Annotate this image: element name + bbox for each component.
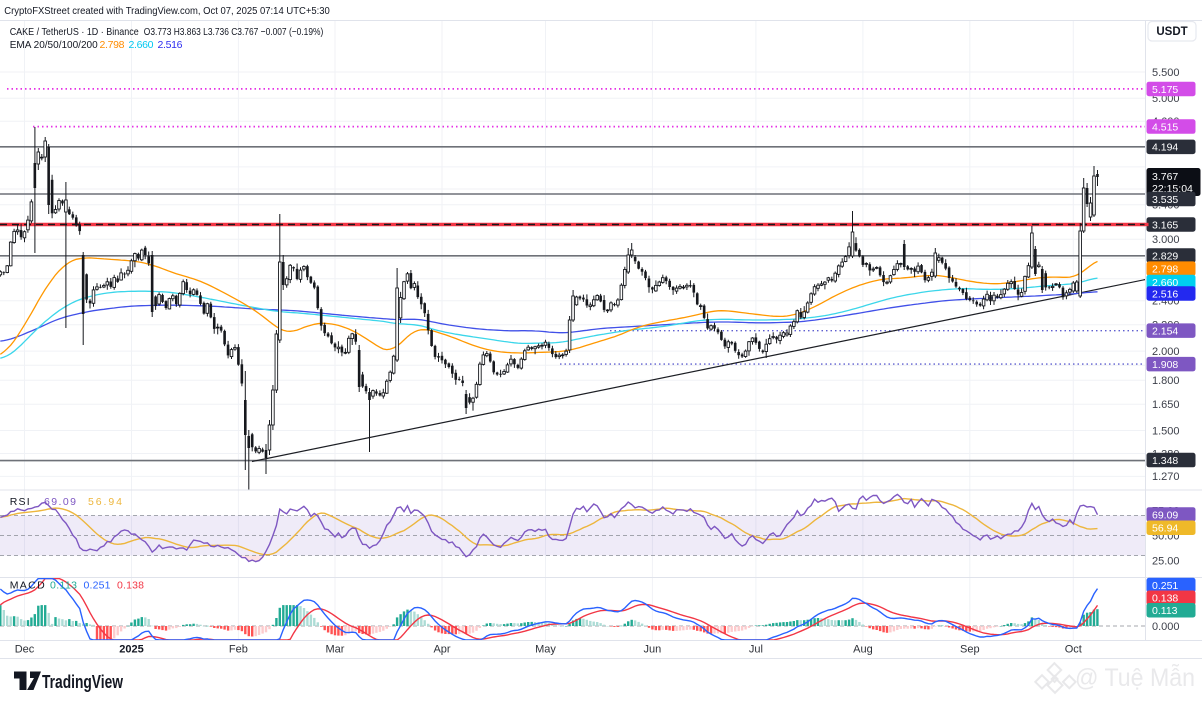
- svg-text:2.000: 2.000: [1152, 346, 1180, 358]
- svg-text:USDT: USDT: [1156, 26, 1187, 38]
- svg-text:56.94: 56.94: [88, 496, 122, 508]
- svg-text:25.00: 25.00: [1152, 555, 1180, 567]
- svg-text:O3.773 H3.863 L3.736 C3.767: O3.773 H3.863 L3.736 C3.767 −0.007 (−0.1…: [144, 26, 323, 38]
- svg-text:4.194: 4.194: [1152, 142, 1178, 154]
- svg-text:0.000: 0.000: [1152, 621, 1180, 633]
- svg-text:3.000: 3.000: [1152, 234, 1180, 246]
- svg-text:5.500: 5.500: [1152, 67, 1180, 79]
- svg-text:0.251: 0.251: [1152, 580, 1178, 592]
- svg-text:Sep: Sep: [960, 644, 980, 656]
- svg-text:0.113: 0.113: [50, 579, 77, 591]
- svg-text:Jul: Jul: [749, 644, 763, 656]
- svg-text:Mar: Mar: [326, 644, 345, 656]
- svg-text:3.165: 3.165: [1152, 219, 1178, 231]
- svg-text:2.660: 2.660: [129, 39, 154, 51]
- svg-text:0.113: 0.113: [1152, 605, 1178, 617]
- svg-text:2.154: 2.154: [1152, 326, 1178, 338]
- svg-text:1.800: 1.800: [1152, 375, 1180, 387]
- svg-text:4.515: 4.515: [1152, 122, 1178, 134]
- svg-text:Aug: Aug: [853, 644, 873, 656]
- svg-text:Dec: Dec: [15, 644, 35, 656]
- svg-text:Jun: Jun: [644, 644, 662, 656]
- svg-text:Oct: Oct: [1065, 644, 1082, 656]
- svg-text:CAKE / TetherUS · 1D · Binance: CAKE / TetherUS · 1D · Binance: [10, 26, 139, 38]
- svg-text:2.516: 2.516: [158, 39, 183, 51]
- svg-text:0.251: 0.251: [84, 579, 111, 591]
- svg-text:2.660: 2.660: [1152, 277, 1178, 289]
- svg-text:56.94: 56.94: [1152, 523, 1178, 535]
- svg-text:2025: 2025: [119, 644, 143, 656]
- svg-text:Apr: Apr: [433, 644, 450, 656]
- svg-text:2.829: 2.829: [1152, 250, 1178, 262]
- svg-text:3.535: 3.535: [1152, 194, 1178, 206]
- svg-text:69.09: 69.09: [44, 496, 76, 508]
- svg-text:3.767: 3.767: [1152, 171, 1178, 183]
- svg-text:0.138: 0.138: [117, 579, 144, 591]
- svg-text:CryptoFXStreet created with Tr: CryptoFXStreet created with TradingView.…: [4, 6, 330, 17]
- svg-text:2.798: 2.798: [1152, 264, 1178, 276]
- svg-text:2.516: 2.516: [1152, 288, 1178, 300]
- svg-text:MACD: MACD: [10, 579, 45, 591]
- svg-text:1.650: 1.650: [1152, 399, 1180, 411]
- svg-text:1.500: 1.500: [1152, 425, 1180, 437]
- svg-text:5.175: 5.175: [1152, 84, 1178, 96]
- svg-text:RSI: RSI: [10, 496, 30, 508]
- svg-text:May: May: [535, 644, 556, 656]
- svg-text:1.270: 1.270: [1152, 471, 1180, 483]
- svg-text:@ Tuệ Mẫn: @ Tuệ Mẫn: [1075, 663, 1195, 692]
- svg-text:1.908: 1.908: [1152, 359, 1178, 371]
- svg-text:69.09: 69.09: [1152, 509, 1178, 521]
- svg-text:0.138: 0.138: [1152, 593, 1178, 605]
- svg-text:2.798: 2.798: [100, 39, 125, 51]
- svg-text:Feb: Feb: [229, 644, 248, 656]
- svg-text:TradingView: TradingView: [42, 671, 123, 692]
- svg-text:EMA 20/50/100/200: EMA 20/50/100/200: [10, 39, 98, 51]
- svg-text:1.348: 1.348: [1152, 455, 1178, 467]
